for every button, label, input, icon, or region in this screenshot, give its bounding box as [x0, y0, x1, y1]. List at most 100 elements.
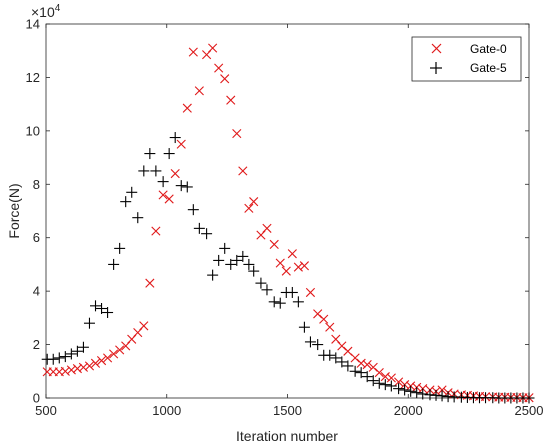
- data-point-gate-5: [108, 258, 120, 270]
- data-point-gate-0: [208, 43, 218, 53]
- legend-label-gate-5: Gate-5: [470, 61, 507, 75]
- data-point-gate-5: [292, 296, 304, 308]
- y-tick-label: 4: [33, 284, 40, 299]
- data-point-gate-5: [102, 307, 114, 319]
- data-point-gate-5: [286, 286, 298, 298]
- data-point-gate-0: [139, 321, 149, 331]
- data-point-gate-5: [225, 258, 237, 270]
- data-point-gate-5: [120, 196, 132, 208]
- data-point-gate-5: [59, 351, 71, 363]
- data-point-gate-5: [330, 352, 342, 364]
- data-point-gate-5: [114, 242, 126, 254]
- data-point-gate-0: [269, 239, 279, 249]
- data-point-gate-5: [201, 228, 213, 240]
- data-point-gate-0: [151, 226, 161, 236]
- data-point-gate-0: [145, 278, 155, 288]
- x-tick-label: 2000: [394, 403, 423, 418]
- legend-marker-gate-5: [430, 62, 442, 74]
- series-gate-5: [41, 132, 535, 404]
- y-tick-label: 10: [26, 123, 40, 138]
- data-point-gate-5: [163, 148, 175, 160]
- plot-area: [45, 23, 530, 399]
- data-point-gate-5: [342, 360, 354, 372]
- data-point-gate-5: [399, 384, 411, 396]
- data-point-gate-0: [164, 194, 174, 204]
- data-point-gate-0: [176, 139, 186, 149]
- y-tick-label: 0: [33, 391, 40, 406]
- y-axis-multiplier-exponent: 4: [55, 3, 61, 14]
- data-point-gate-0: [287, 249, 297, 259]
- data-point-gate-0: [109, 349, 119, 359]
- data-point-gate-0: [78, 362, 89, 372]
- data-point-gate-0: [182, 103, 192, 113]
- data-point-gate-5: [373, 377, 385, 389]
- y-axis-ticks: 0 2 4 6 8 10 12 14: [26, 17, 529, 406]
- y-tick-label: 12: [26, 70, 40, 85]
- data-point-gate-0: [188, 47, 198, 57]
- data-point-gate-5: [243, 258, 255, 270]
- data-point-gate-0: [394, 377, 404, 387]
- y-tick-label: 6: [33, 230, 40, 245]
- data-point-gate-0: [84, 361, 95, 371]
- data-point-gate-5: [385, 380, 397, 392]
- data-point-gate-0: [220, 74, 230, 84]
- data-point-gate-5: [248, 265, 260, 277]
- data-point-gate-5: [268, 296, 280, 308]
- data-point-gate-5: [298, 321, 310, 333]
- data-point-gate-0: [238, 166, 248, 176]
- data-point-gate-0: [158, 190, 168, 200]
- x-tick-label: 1000: [152, 403, 181, 418]
- data-point-gate-5: [138, 165, 150, 177]
- data-point-gate-5: [324, 349, 336, 361]
- data-point-gate-0: [293, 262, 303, 272]
- data-point-gate-5: [304, 336, 316, 348]
- data-point-gate-5: [255, 277, 267, 289]
- data-point-gate-5: [355, 367, 367, 379]
- data-point-gate-5: [47, 353, 59, 365]
- data-point-gate-0: [115, 345, 125, 355]
- data-point-gate-0: [281, 266, 291, 276]
- data-point-gate-0: [299, 261, 309, 271]
- data-point-gate-5: [207, 269, 219, 281]
- data-point-gate-0: [226, 95, 236, 105]
- data-point-gate-5: [417, 388, 429, 400]
- data-point-gate-5: [187, 204, 199, 216]
- data-point-gate-0: [275, 258, 285, 268]
- x-axis-ticks: 500 1000 1500 2000 2500: [35, 24, 543, 418]
- data-point-gate-0: [374, 368, 384, 378]
- data-point-gate-5: [65, 348, 77, 360]
- data-point-gate-5: [436, 390, 448, 402]
- data-point-gate-5: [274, 297, 286, 309]
- y-tick-label: 14: [26, 17, 40, 32]
- x-tick-label: 2500: [515, 403, 544, 418]
- y-axis-multiplier: ×104: [31, 3, 61, 20]
- data-point-gate-5: [71, 345, 83, 357]
- data-point-gate-0: [437, 385, 447, 395]
- data-point-gate-5: [53, 352, 65, 364]
- data-point-gate-0: [72, 364, 82, 374]
- x-tick-label: 500: [35, 403, 57, 418]
- data-point-gate-5: [523, 392, 535, 404]
- y-axis-multiplier-base: ×10: [31, 4, 55, 20]
- data-point-gate-0: [66, 365, 76, 375]
- data-point-gate-5: [83, 317, 95, 329]
- data-point-gate-5: [393, 383, 405, 395]
- data-point-gate-0: [90, 358, 101, 368]
- data-point-gate-5: [96, 303, 108, 315]
- data-point-gate-0: [305, 287, 316, 298]
- y-tick-label: 8: [33, 177, 40, 192]
- data-point-gate-0: [170, 169, 180, 179]
- data-point-gate-0: [380, 372, 390, 382]
- data-point-gate-5: [213, 254, 225, 266]
- data-point-gate-5: [90, 300, 102, 312]
- legend: Gate-0 Gate-5: [411, 36, 522, 82]
- x-axis-label: Iteration number: [236, 428, 338, 444]
- data-point-gate-0: [362, 360, 372, 370]
- legend-label-gate-0: Gate-0: [470, 42, 507, 56]
- data-point-gate-5: [379, 379, 391, 391]
- data-point-gate-5: [237, 250, 249, 262]
- legend-box: [411, 36, 522, 82]
- data-point-gate-5: [231, 254, 243, 266]
- data-point-gate-5: [157, 176, 169, 188]
